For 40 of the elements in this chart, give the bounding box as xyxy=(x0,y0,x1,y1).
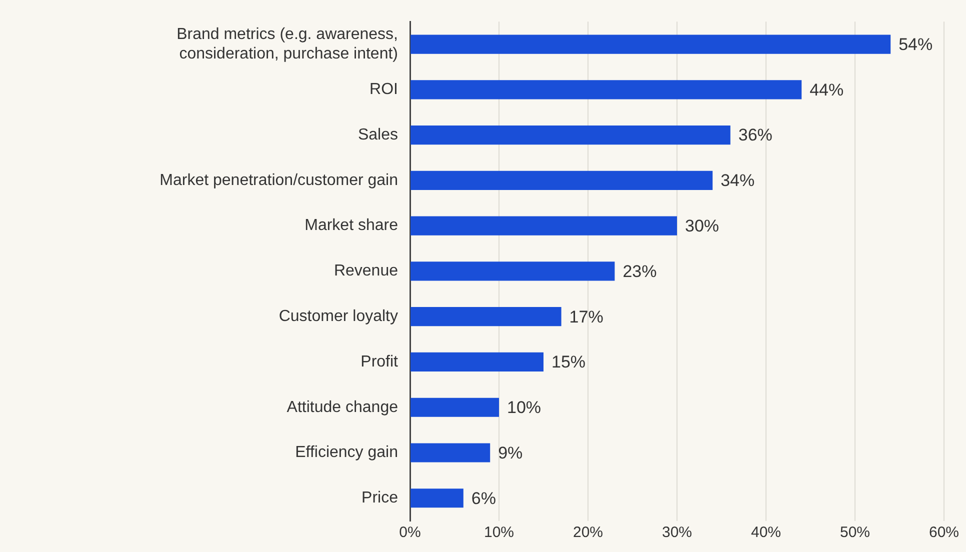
y-tick-label: Brand metrics (e.g. awareness, consideration, purchase intent) xyxy=(176,26,398,62)
y-tick-label: Sales xyxy=(358,126,398,144)
x-tick-label: 20% xyxy=(572,524,604,541)
data-label: 9% xyxy=(498,443,523,462)
x-tick-label: 30% xyxy=(662,524,692,541)
x-tick-label: 40% xyxy=(750,524,782,541)
y-tick-label: ROI xyxy=(370,81,398,98)
y-tick-label: Profit xyxy=(360,353,399,370)
data-label: 54% xyxy=(898,34,933,54)
bar xyxy=(410,216,677,236)
y-tick-label: Customer loyalty xyxy=(278,308,398,325)
data-label: 15% xyxy=(552,352,586,372)
y-tick-label: Market share xyxy=(304,217,398,234)
data-label: 6% xyxy=(471,488,496,508)
data-label: 34% xyxy=(720,171,755,190)
y-tick-label: Efficiency gain xyxy=(295,444,398,462)
data-label: 17% xyxy=(569,307,604,326)
y-tick-label: Price xyxy=(362,490,398,507)
data-label: 30% xyxy=(685,216,720,236)
y-tick-label: Market penetration/customer gain xyxy=(160,172,398,189)
x-tick-label: 60% xyxy=(928,524,960,541)
bar xyxy=(410,398,499,417)
bar xyxy=(410,443,490,462)
bar xyxy=(410,352,544,372)
data-label: 23% xyxy=(622,262,657,281)
bar xyxy=(410,34,891,54)
data-label: 10% xyxy=(507,398,542,418)
y-tick-label: Revenue xyxy=(334,262,398,280)
x-tick-label: 0% xyxy=(399,524,421,541)
bar xyxy=(410,170,713,190)
x-tick-label: 50% xyxy=(840,524,870,541)
data-label: 44% xyxy=(810,80,844,100)
data-label: 36% xyxy=(738,126,772,145)
bar xyxy=(410,262,615,281)
y-tick-label: Attitude change xyxy=(286,398,398,416)
bar xyxy=(410,126,730,145)
bar xyxy=(410,307,562,326)
x-tick-label: 10% xyxy=(484,524,514,541)
bar xyxy=(410,488,464,508)
bar xyxy=(410,80,802,100)
